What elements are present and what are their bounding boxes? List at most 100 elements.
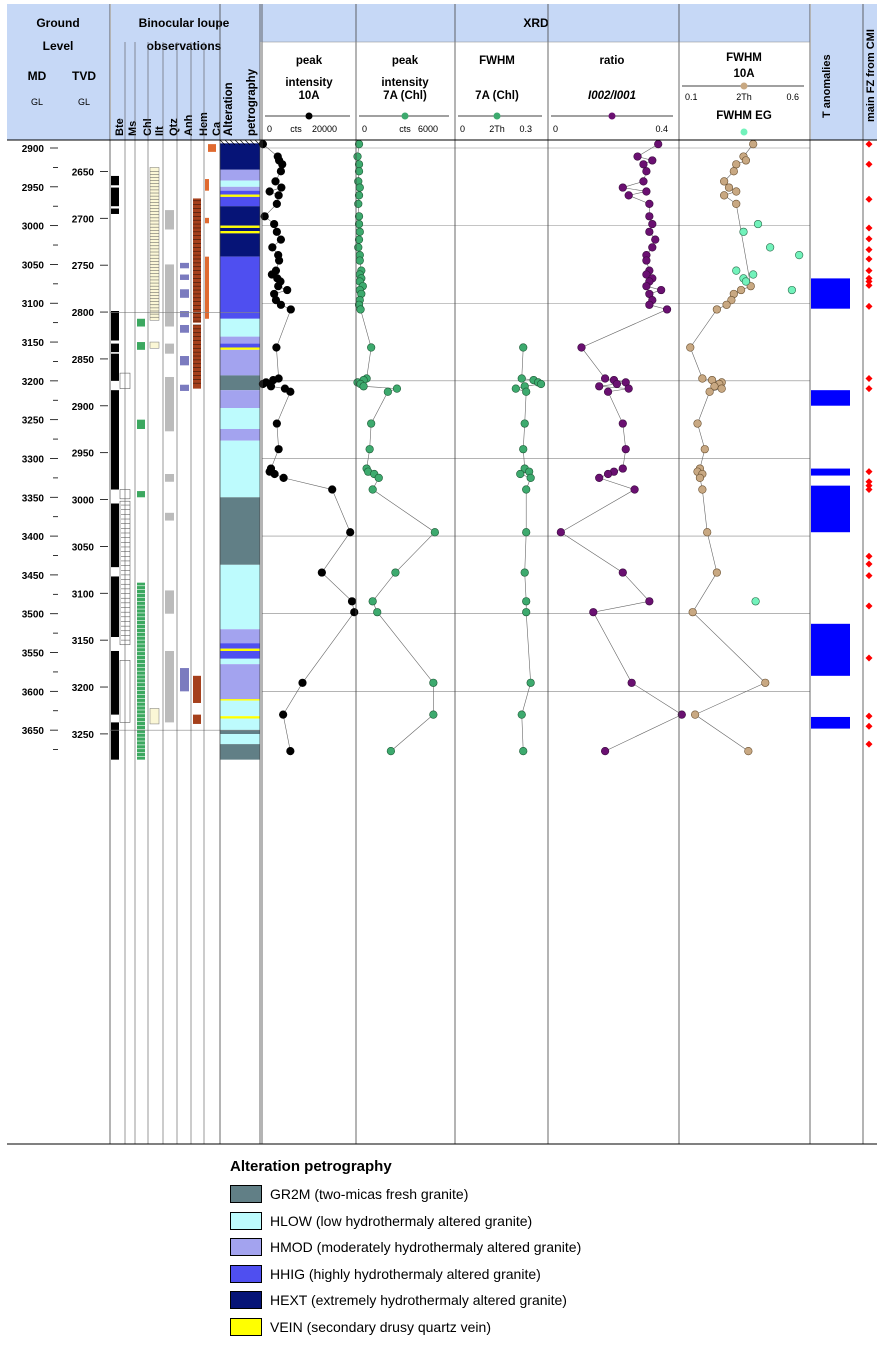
data-point-peak-intensity-7a-chl- [391,568,400,577]
data-point-fwhm-eg [787,285,797,295]
data-point-ratio-i002-i001 [645,212,654,221]
data-point-ratio-i002-i001 [645,199,654,208]
tvd-tick-label: 2750 [72,261,95,272]
petrography-label: petrography [246,68,258,136]
alteration-interval-hlow [220,180,260,187]
data-point-peak-intensity-10a [346,528,355,537]
data-point-fwhm-7a-chl- [522,528,531,537]
data-point-fwhm-10a [717,384,726,393]
data-point-peak-intensity-7a-chl- [429,710,438,719]
data-point-ratio-i002-i001 [627,678,636,687]
track-4-title-3: I002/I001 [588,90,636,102]
track-5-second-marker [740,128,748,136]
legend-label: VEIN (secondary drusy quartz vein) [270,1318,491,1335]
legend-swatch-hhig [230,1264,262,1283]
fz-marker [865,160,873,168]
fz-marker [865,235,873,243]
t-anomaly-block [811,623,850,676]
alteration-interval-hmod [220,390,260,409]
md-tick-label: 3150 [22,338,45,349]
alteration-interval-hext [220,206,260,226]
md-tick-label: 3450 [22,571,45,582]
fz-marker [865,560,873,568]
tvd-tick-label: 3100 [72,589,95,600]
data-point-fwhm-10a [693,419,702,428]
legend-label: HEXT (extremely hydrothermaly altered gr… [270,1292,567,1309]
data-point-peak-intensity-7a-chl- [392,384,402,393]
data-point-ratio-i002-i001 [618,464,627,473]
t-anomaly-block [811,390,850,406]
data-point-ratio-i002-i001 [639,160,648,169]
data-point-fwhm-7a-chl- [522,387,531,396]
data-point-ratio-i002-i001 [648,156,657,165]
bte-bar [111,343,119,353]
data-point-fwhm-eg [795,251,804,260]
legend-swatch-hmod [230,1238,262,1257]
legend-label: GR2M (two-micas fresh granite) [270,1186,469,1203]
data-point-ratio-i002-i001 [618,183,627,192]
fz-marker [865,255,873,263]
bte-bar [111,175,119,186]
data-point-peak-intensity-10a [286,305,295,314]
track-1-title-1: peak [296,55,323,67]
data-point-peak-intensity-10a [270,469,279,479]
data-point-ratio-i002-i001 [589,608,598,617]
alteration-interval-hmod [220,664,260,700]
bte-bar [111,187,119,207]
data-point-peak-intensity-10a [286,387,295,396]
anh-bar [180,274,189,280]
hem-bar [193,714,201,724]
track-1-marker [305,112,313,120]
legend-label: HMOD (moderately hydrothermaly altered g… [270,1239,582,1256]
data-point-fwhm-10a [710,382,719,391]
alteration-interval-hmod [220,349,260,376]
alteration-interval-hmod [220,169,260,181]
data-point-ratio-i002-i001 [642,256,651,265]
fz-marker [865,281,873,289]
header-xrd-bg [260,4,810,42]
data-point-fwhm-eg [766,243,775,252]
track-3-min: 0 [460,124,465,134]
alteration-interval-gr2m [220,744,260,760]
data-point-peak-intensity-10a [272,343,281,352]
hem-bar [193,198,201,323]
alteration-legend: Alteration petrography GR2M (two-micas f… [230,1158,850,1340]
data-point-peak-intensity-10a [298,678,307,687]
data-point-ratio-i002-i001 [603,387,613,396]
data-point-peak-intensity-10a [350,608,359,617]
data-point-ratio-i002-i001 [603,469,613,479]
alteration-interval-hmod [220,186,260,191]
track-2-title-3: 7A (Chl) [383,90,427,102]
alteration-label: Alteration [223,82,235,136]
alteration-interval-hmod [220,336,260,344]
track-5-unit: 2Th [736,92,752,102]
data-point-fwhm-7a-chl- [522,608,531,617]
alteration-interval-hhig [220,196,260,207]
alteration-interval-hlow [220,718,260,731]
fz-marker [865,302,873,310]
md-tick-label: 3200 [22,377,45,388]
data-point-fwhm-7a-chl- [519,747,528,756]
data-point-ratio-i002-i001 [645,597,654,606]
track-1-max: 20000 [312,124,337,134]
qtz-bar [165,376,174,432]
ca-bar [205,179,209,191]
data-point-fwhm-10a [690,710,700,719]
alteration-interval-vein [220,699,260,701]
data-point-peak-intensity-10a [279,710,288,719]
data-point-ratio-i002-i001 [657,285,666,295]
tvd-tick-label: 2650 [72,167,95,178]
fz-marker [865,478,873,486]
header-main-fz-bg [863,4,877,140]
data-point-peak-intensity-10a [271,177,280,186]
data-point-fwhm-10a [698,485,707,494]
mineral-bars [111,144,216,760]
data-point-ratio-i002-i001 [651,235,660,244]
legend-item-hmod: HMOD (moderately hydrothermaly altered g… [230,1234,850,1261]
data-point-fwhm-10a [724,183,734,192]
data-point-peak-intensity-10a [260,212,269,221]
fz-marker [865,722,873,730]
bte-bar [111,311,119,341]
binocular-title-2: observations [147,39,222,53]
